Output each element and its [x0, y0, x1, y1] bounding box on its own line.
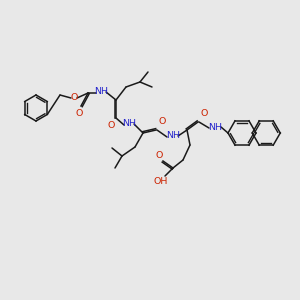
Text: NH: NH — [122, 119, 136, 128]
Text: NH: NH — [94, 88, 108, 97]
Text: O: O — [75, 109, 83, 118]
Text: NH: NH — [166, 131, 180, 140]
Text: O: O — [155, 152, 163, 160]
Text: NH: NH — [208, 122, 222, 131]
Text: O: O — [107, 122, 115, 130]
Text: OH: OH — [154, 176, 168, 185]
Text: O: O — [70, 94, 78, 103]
Text: O: O — [158, 118, 166, 127]
Text: O: O — [200, 110, 208, 118]
